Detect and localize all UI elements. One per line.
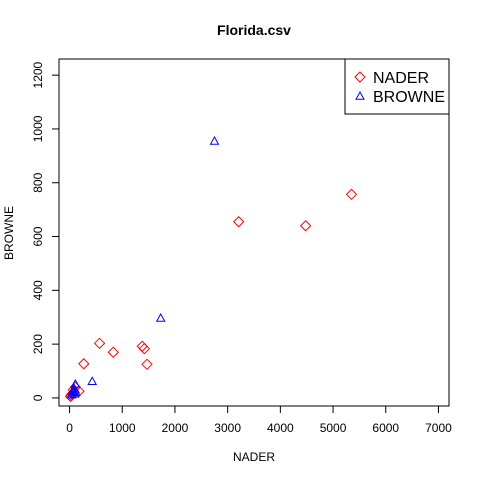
x-axis-label: NADER — [233, 450, 275, 464]
legend-marker-browne — [355, 90, 365, 100]
y-axis: 0 200 400 600 800 1000 1200 — [31, 61, 60, 401]
y-axis-label: BROWNE — [2, 206, 16, 260]
x-tick-label: 2000 — [162, 421, 189, 435]
browne-point — [71, 386, 81, 396]
y-tick-label: 200 — [31, 334, 45, 354]
nader-point — [107, 346, 119, 358]
nader-point — [65, 389, 77, 401]
series-browne — [66, 136, 220, 399]
browne-point — [87, 376, 98, 385]
nader-point — [233, 216, 245, 228]
legend-label-nader: NADER — [373, 70, 429, 87]
series-nader — [64, 188, 358, 403]
legend-label-browne: BROWNE — [373, 89, 445, 106]
browne-point — [155, 313, 166, 322]
y-tick-label: 400 — [31, 280, 45, 300]
data-points — [64, 136, 358, 403]
x-tick-label: 4000 — [267, 421, 294, 435]
x-axis: 0 1000 2000 3000 4000 5000 6000 7000 — [66, 405, 452, 435]
nader-point — [78, 358, 90, 370]
x-tick-label: 0 — [66, 421, 73, 435]
nader-point — [299, 220, 312, 232]
x-tick-label: 6000 — [372, 421, 399, 435]
nader-point — [93, 337, 106, 350]
x-tick-label: 5000 — [320, 421, 347, 435]
legend-box — [344, 58, 450, 115]
browne-point — [66, 389, 77, 399]
y-tick-label: 1000 — [31, 115, 45, 142]
x-tick-label: 3000 — [214, 421, 241, 435]
nader-point — [345, 188, 358, 201]
y-tick-label: 0 — [31, 394, 45, 401]
y-tick-label: 1200 — [31, 61, 45, 88]
nader-point — [138, 342, 151, 355]
browne-point — [209, 136, 220, 145]
y-tick-label: 600 — [31, 226, 45, 246]
legend-marker-nader — [354, 71, 366, 83]
x-tick-label: 1000 — [109, 421, 136, 435]
x-tick-label: 7000 — [425, 421, 452, 435]
nader-point — [141, 358, 153, 371]
legend: NADER BROWNE — [344, 58, 450, 115]
y-tick-label: 800 — [31, 172, 45, 192]
chart-title: Florida.csv — [217, 22, 291, 38]
